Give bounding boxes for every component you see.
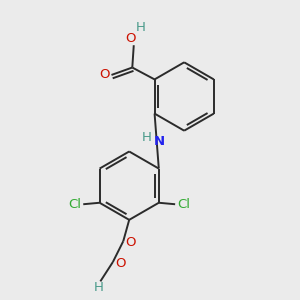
Text: Cl: Cl (178, 198, 190, 211)
Text: O: O (125, 32, 136, 45)
Text: H: H (135, 22, 145, 34)
Text: H: H (94, 281, 104, 294)
Text: N: N (154, 135, 165, 148)
Text: O: O (115, 257, 125, 270)
Text: H: H (142, 131, 152, 144)
Text: O: O (125, 236, 136, 249)
Text: O: O (100, 68, 110, 81)
Text: Cl: Cl (68, 198, 81, 211)
